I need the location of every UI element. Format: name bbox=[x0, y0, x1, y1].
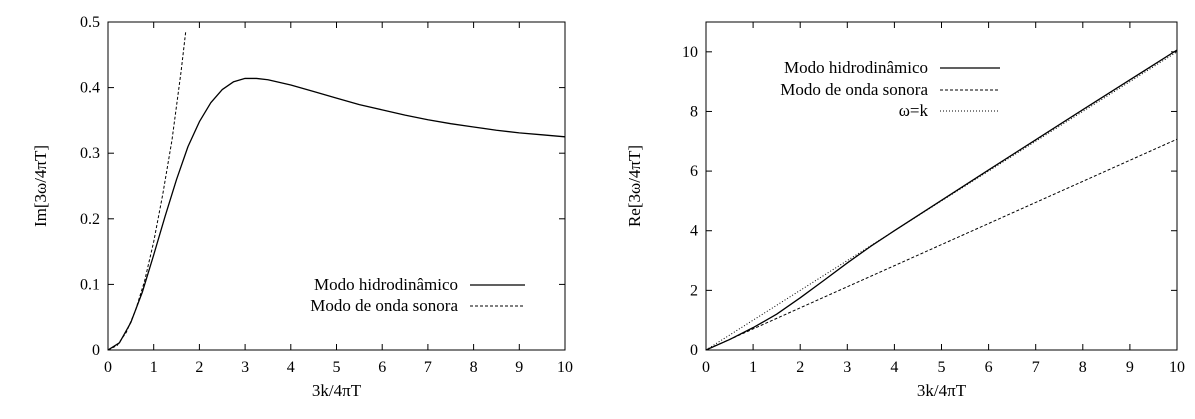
right-x-tick-label: 4 bbox=[890, 359, 898, 376]
right-x-tick-label: 9 bbox=[1126, 359, 1134, 376]
right-chart: 0 1 2 3 4 5 6 7 8 9 10 0 2 4 6 8 10 3k/4πT Re[3ω/4πT] Modo … bbox=[625, 21, 1185, 400]
left-y-tick-label: 0.3 bbox=[80, 145, 100, 162]
left-x-tick-label: 0 bbox=[104, 359, 112, 376]
right-series-group bbox=[706, 49, 1177, 350]
left-x-axis-label: 3k/4πT bbox=[312, 381, 362, 400]
right-y-tick-label: 0 bbox=[690, 342, 698, 359]
left-y-axis-label: Im[3ω/4πT] bbox=[31, 145, 50, 227]
left-x-tick-label: 4 bbox=[287, 359, 295, 376]
left-y-tick-label: 0.4 bbox=[80, 80, 100, 97]
left-series-line-1 bbox=[108, 77, 565, 350]
right-x-tick-label: 6 bbox=[985, 359, 993, 376]
right-x-tick-label: 1 bbox=[749, 359, 757, 376]
right-y-tick-label: 2 bbox=[690, 282, 698, 299]
right-x-tick-label: 7 bbox=[1032, 359, 1040, 376]
left-y-tick-label: 0.1 bbox=[80, 276, 100, 293]
right-series-line-1 bbox=[706, 49, 1177, 350]
right-y-tick-label: 4 bbox=[690, 223, 698, 240]
left-x-tick-label: 9 bbox=[515, 359, 523, 376]
right-legend-label-2: Modo de onda sonora bbox=[780, 80, 928, 99]
left-x-tick-label: 5 bbox=[333, 359, 341, 376]
right-y-axis-label: Re[3ω/4πT] bbox=[625, 145, 644, 227]
right-x-tick-label: 8 bbox=[1079, 359, 1087, 376]
right-series-line-2 bbox=[706, 138, 1177, 350]
right-plot-frame bbox=[705, 21, 1178, 351]
left-y-tick-label: 0.2 bbox=[80, 211, 100, 228]
right-x-axis-label: 3k/4πT bbox=[917, 381, 967, 400]
left-y-tick-label: 0 bbox=[92, 342, 100, 359]
right-y-tick-label: 6 bbox=[690, 163, 698, 180]
left-y-tick-label: 0.5 bbox=[80, 14, 100, 31]
left-x-tick-label: 10 bbox=[557, 359, 573, 376]
left-x-tick-label: 8 bbox=[470, 359, 478, 376]
right-x-tick-label: 10 bbox=[1169, 359, 1185, 376]
left-x-tick-label: 3 bbox=[241, 359, 249, 376]
right-x-tick-label: 2 bbox=[796, 359, 804, 376]
right-legend-label-3: ω=k bbox=[899, 101, 929, 120]
left-chart: 0 1 2 3 4 5 6 7 8 9 10 0 0.1 0.2 0.3 0.4 0.5 3k/4πT Im[3ω/… bbox=[31, 14, 573, 400]
right-x-tick-label: 0 bbox=[702, 359, 710, 376]
left-series-line-2 bbox=[108, 31, 187, 350]
right-x-tick-label: 5 bbox=[938, 359, 946, 376]
left-x-tick-label: 2 bbox=[195, 359, 203, 376]
right-x-tick-label: 3 bbox=[843, 359, 851, 376]
left-x-tick-label: 1 bbox=[150, 359, 158, 376]
left-legend-label-1: Modo hidrodinâmico bbox=[314, 275, 458, 294]
right-legend-label-1: Modo hidrodinâmico bbox=[784, 58, 928, 77]
left-x-tick-label: 6 bbox=[378, 359, 386, 376]
right-y-tick-label: 8 bbox=[690, 103, 698, 120]
left-x-tick-label: 7 bbox=[424, 359, 432, 376]
left-legend-label-2: Modo de onda sonora bbox=[310, 296, 458, 315]
left-series-group bbox=[108, 31, 565, 350]
right-y-tick-label: 10 bbox=[682, 44, 698, 61]
